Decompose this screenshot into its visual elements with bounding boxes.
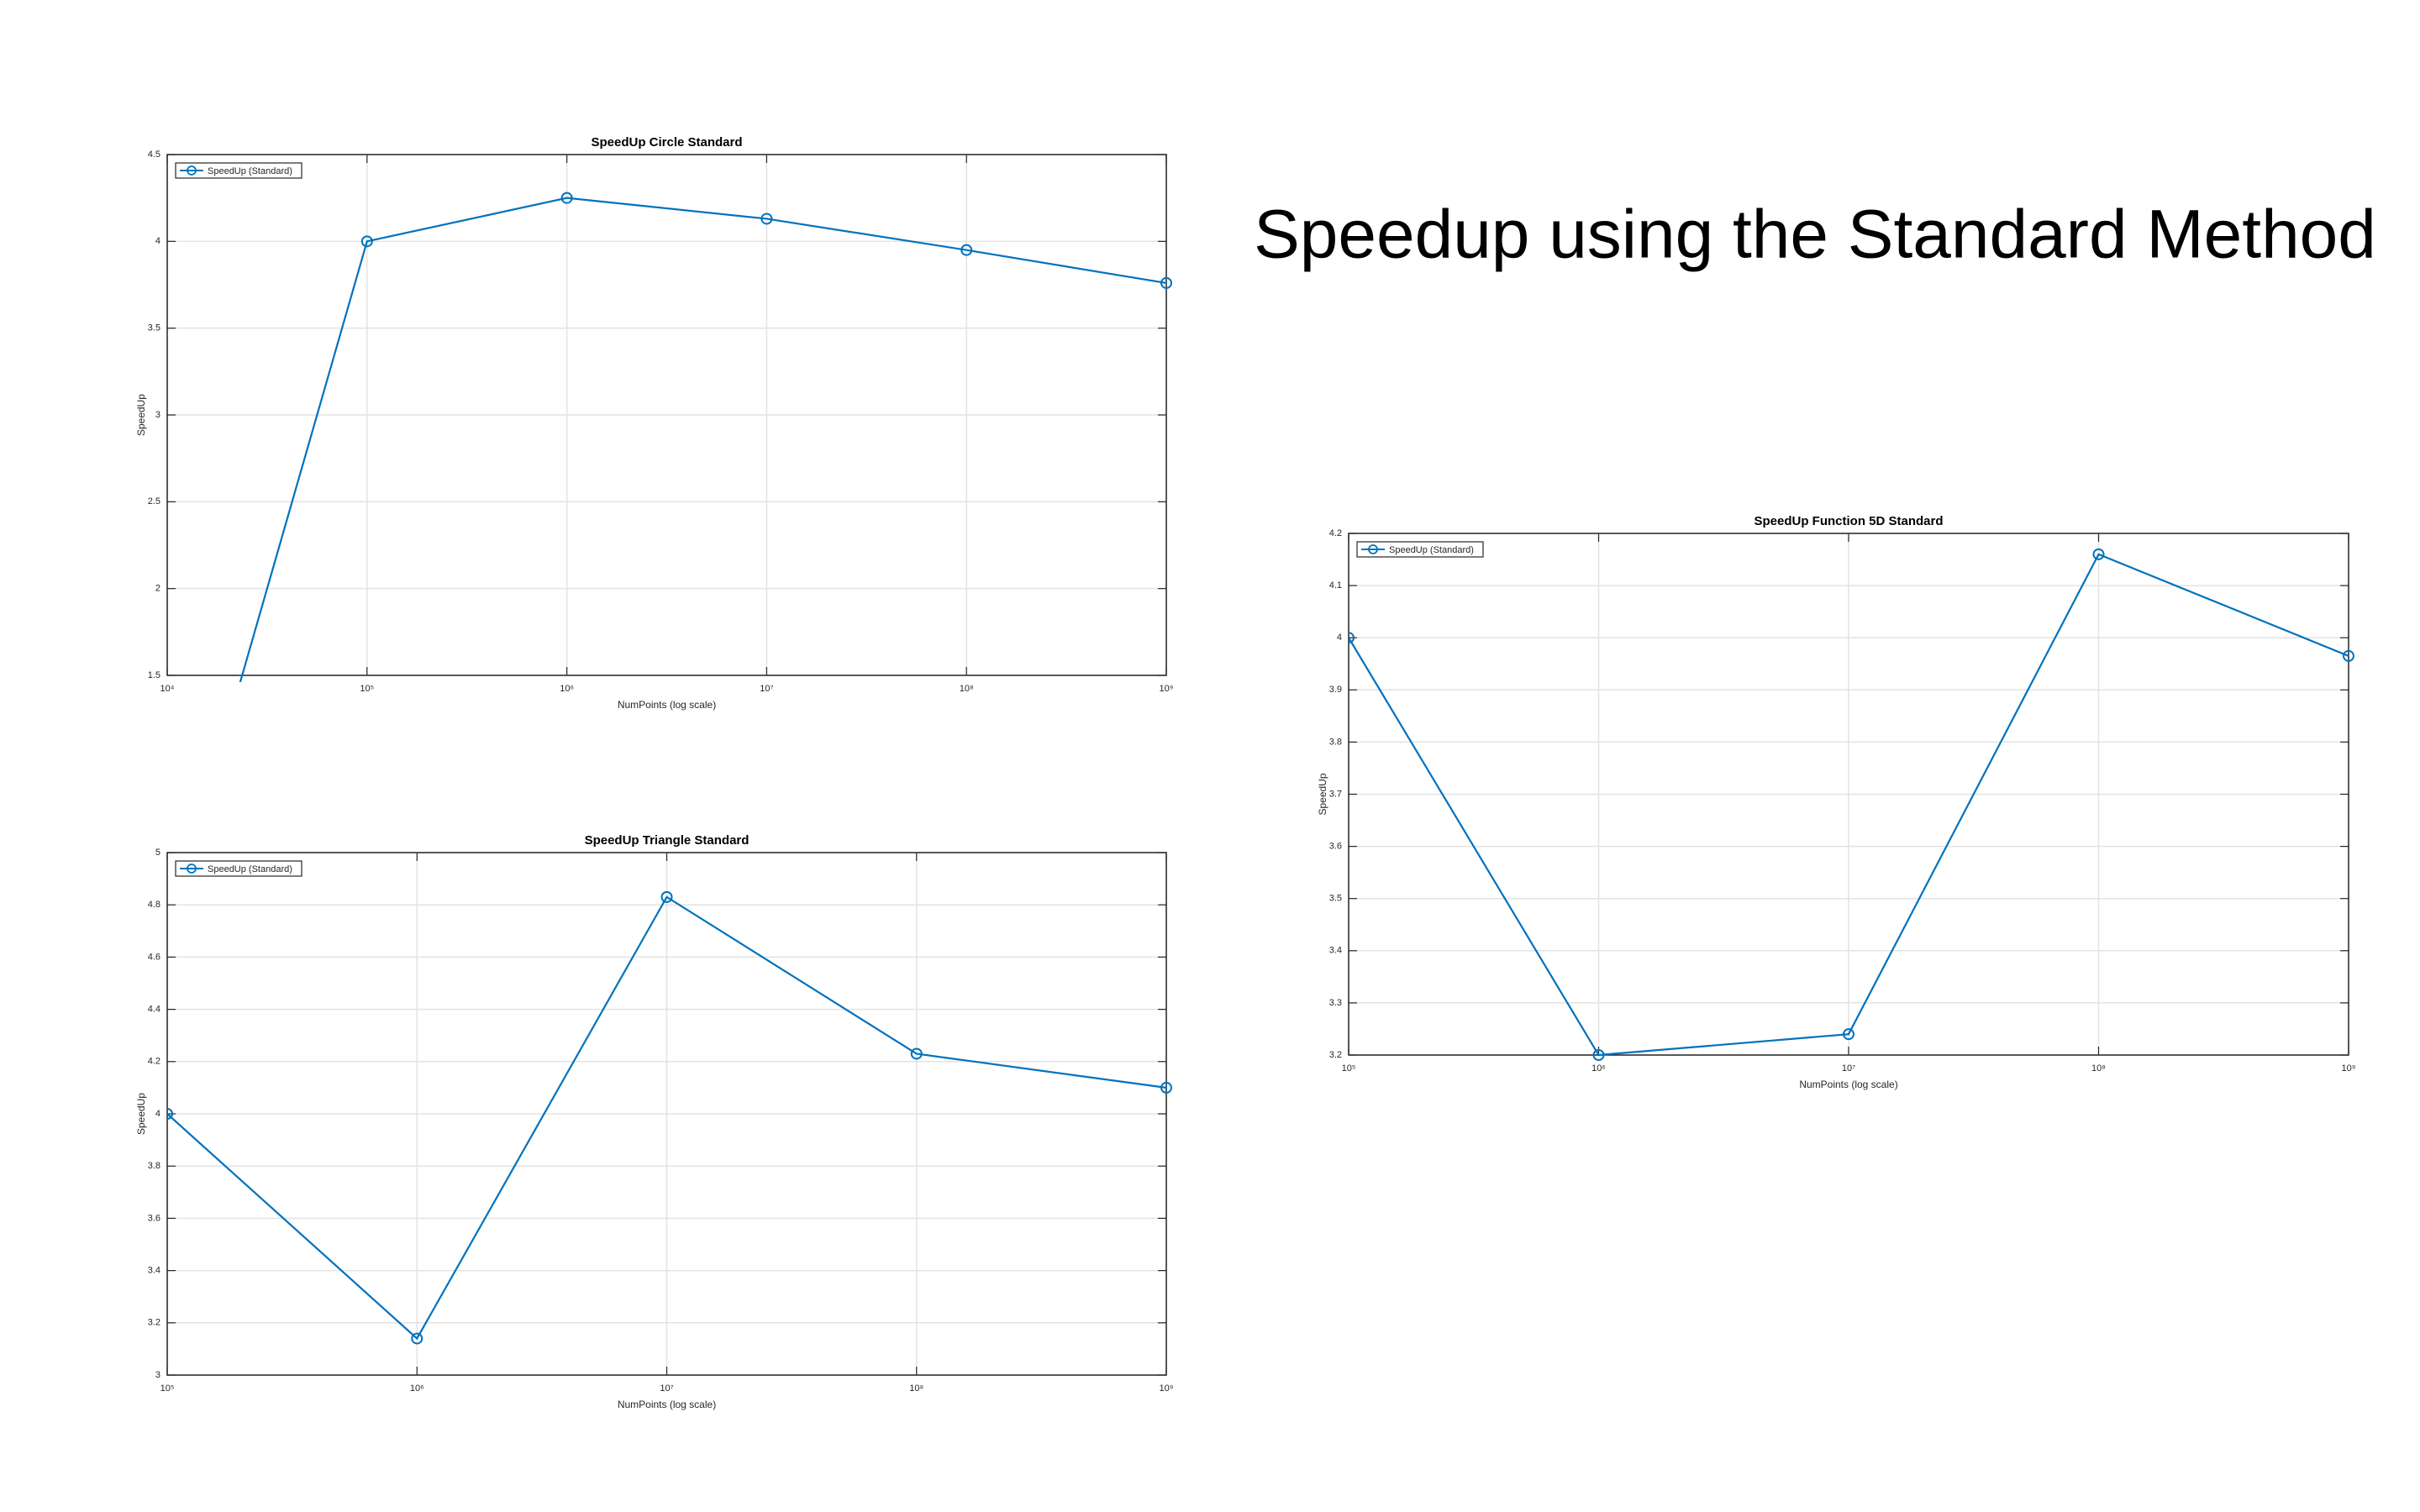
x-tick-label: 10⁵	[160, 1383, 175, 1394]
slide-title: Speedup using the Standard Method	[1254, 197, 2376, 273]
data-line	[1349, 553, 2349, 1057]
x-tick-label: 10⁶	[410, 1383, 424, 1394]
data-point	[560, 192, 573, 204]
y-tick-label: 3.8	[1329, 737, 1342, 747]
data-point	[960, 244, 973, 256]
legend-box	[175, 860, 302, 877]
x-tick-label: 10⁷	[1842, 1063, 1855, 1074]
axes-box	[166, 154, 1167, 676]
x-tick-label: 10⁴	[160, 684, 175, 694]
y-tick-label: 4.1	[1329, 580, 1342, 591]
y-tick-label: 3.7	[1329, 789, 1342, 799]
series-group	[167, 890, 1172, 1345]
y-tick-label: 3.9	[1329, 685, 1342, 695]
y-tick-label: 4.4	[148, 1005, 160, 1015]
x-axis-label: NumPoints (log scale)	[618, 1399, 716, 1410]
data-point	[1843, 1028, 1854, 1041]
y-tick-label: 3.4	[148, 1266, 160, 1276]
legend-label: SpeedUp (Standard)	[208, 864, 292, 874]
x-tick-label: 10⁹	[1160, 1383, 1174, 1394]
legend-label: SpeedUp (Standard)	[1389, 545, 1474, 555]
x-tick-label: 10⁵	[360, 684, 374, 694]
chart-title: SpeedUp Function 5D Standard	[1754, 514, 1943, 528]
data-point	[660, 890, 673, 903]
legend-marker	[187, 165, 197, 176]
data-point	[1160, 1081, 1172, 1094]
chart: 10⁵ 10⁶ 10⁷ 10⁸ 10⁹ 3 3.2 3.4 3.6 3.8 4 4.2 4.4 4.6 4.…	[135, 833, 1173, 1410]
y-tick-label: 2	[155, 584, 160, 594]
x-tick-label: 10⁸	[2091, 1063, 2106, 1074]
data-point	[1160, 276, 1172, 289]
data-point	[411, 1332, 424, 1345]
x-tick-label: 10⁷	[660, 1383, 673, 1394]
y-tick-label: 3.4	[1329, 946, 1342, 956]
y-tick-label: 3	[155, 410, 160, 420]
x-tick-label: 10⁶	[1591, 1063, 1606, 1074]
x-axis-label: NumPoints (log scale)	[1799, 1079, 1897, 1090]
y-tick-label: 3.6	[148, 1213, 160, 1223]
y-tick-label: 1.5	[148, 670, 160, 680]
y-tick-label: 3	[155, 1370, 160, 1380]
y-axis-label: SpeedUp	[135, 1093, 147, 1135]
y-tick-label: 3.8	[148, 1161, 160, 1171]
y-tick-label: 4	[155, 236, 160, 246]
y-tick-label: 3.2	[1329, 1050, 1342, 1060]
y-tick-label: 4.6	[148, 952, 160, 962]
x-tick-label: 10⁹	[1160, 684, 1174, 694]
legend-box	[1356, 541, 1484, 558]
legend-marker	[1368, 544, 1378, 554]
data-line	[167, 895, 1167, 1341]
y-tick-label: 3.6	[1329, 842, 1342, 852]
data-point	[360, 235, 373, 248]
chart: 10⁴ 10⁵ 10⁶ 10⁷ 10⁸ 10⁹ 1.5 2 2.5 3 3.5 4 4.5 SpeedUp…	[135, 135, 1174, 711]
data-point	[760, 213, 773, 225]
y-axis-label: SpeedUp	[135, 394, 147, 436]
y-tick-label: 3.5	[148, 323, 160, 333]
legend-label: SpeedUp (Standard)	[208, 166, 292, 176]
y-tick-label: 2.5	[148, 496, 160, 507]
data-line	[239, 197, 1167, 682]
legend-box	[175, 162, 302, 179]
chart-title: SpeedUp Circle Standard	[591, 135, 742, 150]
y-tick-label: 4	[155, 1109, 160, 1119]
y-tick-label: 3.2	[148, 1318, 160, 1328]
axes-box	[1348, 533, 2349, 1056]
y-tick-label: 3.5	[1329, 894, 1342, 904]
x-tick-label: 10⁷	[760, 684, 773, 694]
x-axis-label: NumPoints (log scale)	[618, 699, 716, 711]
data-point	[2343, 649, 2354, 662]
y-tick-label: 4.8	[148, 900, 160, 910]
data-point	[910, 1047, 923, 1060]
y-tick-label: 4.5	[148, 150, 160, 160]
data-point	[2092, 548, 2105, 560]
y-tick-label: 3.3	[1329, 998, 1342, 1008]
y-axis-label: SpeedUp	[1317, 773, 1328, 815]
data-point	[1349, 632, 1355, 644]
data-point	[1592, 1049, 1605, 1061]
series-group	[1349, 548, 2354, 1061]
x-tick-label: 10⁵	[1342, 1063, 1356, 1074]
x-tick-label: 10⁸	[960, 684, 974, 694]
chart: 10⁵ 10⁶ 10⁷ 10⁸ 10⁹ 3.2 3.3 3.4 3.5 3.6 3.7 3.8 3.9 4…	[1317, 514, 2355, 1090]
series-group	[239, 192, 1172, 682]
x-tick-label: 10⁸	[909, 1383, 923, 1394]
data-point	[167, 1108, 173, 1120]
y-tick-label: 4	[1337, 633, 1342, 643]
x-tick-label: 10⁹	[2342, 1063, 2356, 1074]
y-tick-label: 4.2	[148, 1057, 160, 1067]
y-tick-label: 5	[155, 848, 160, 858]
y-tick-label: 4.2	[1329, 528, 1342, 538]
legend-marker	[187, 864, 197, 874]
chart-title: SpeedUp Triangle Standard	[585, 833, 750, 848]
x-tick-label: 10⁶	[560, 684, 574, 694]
